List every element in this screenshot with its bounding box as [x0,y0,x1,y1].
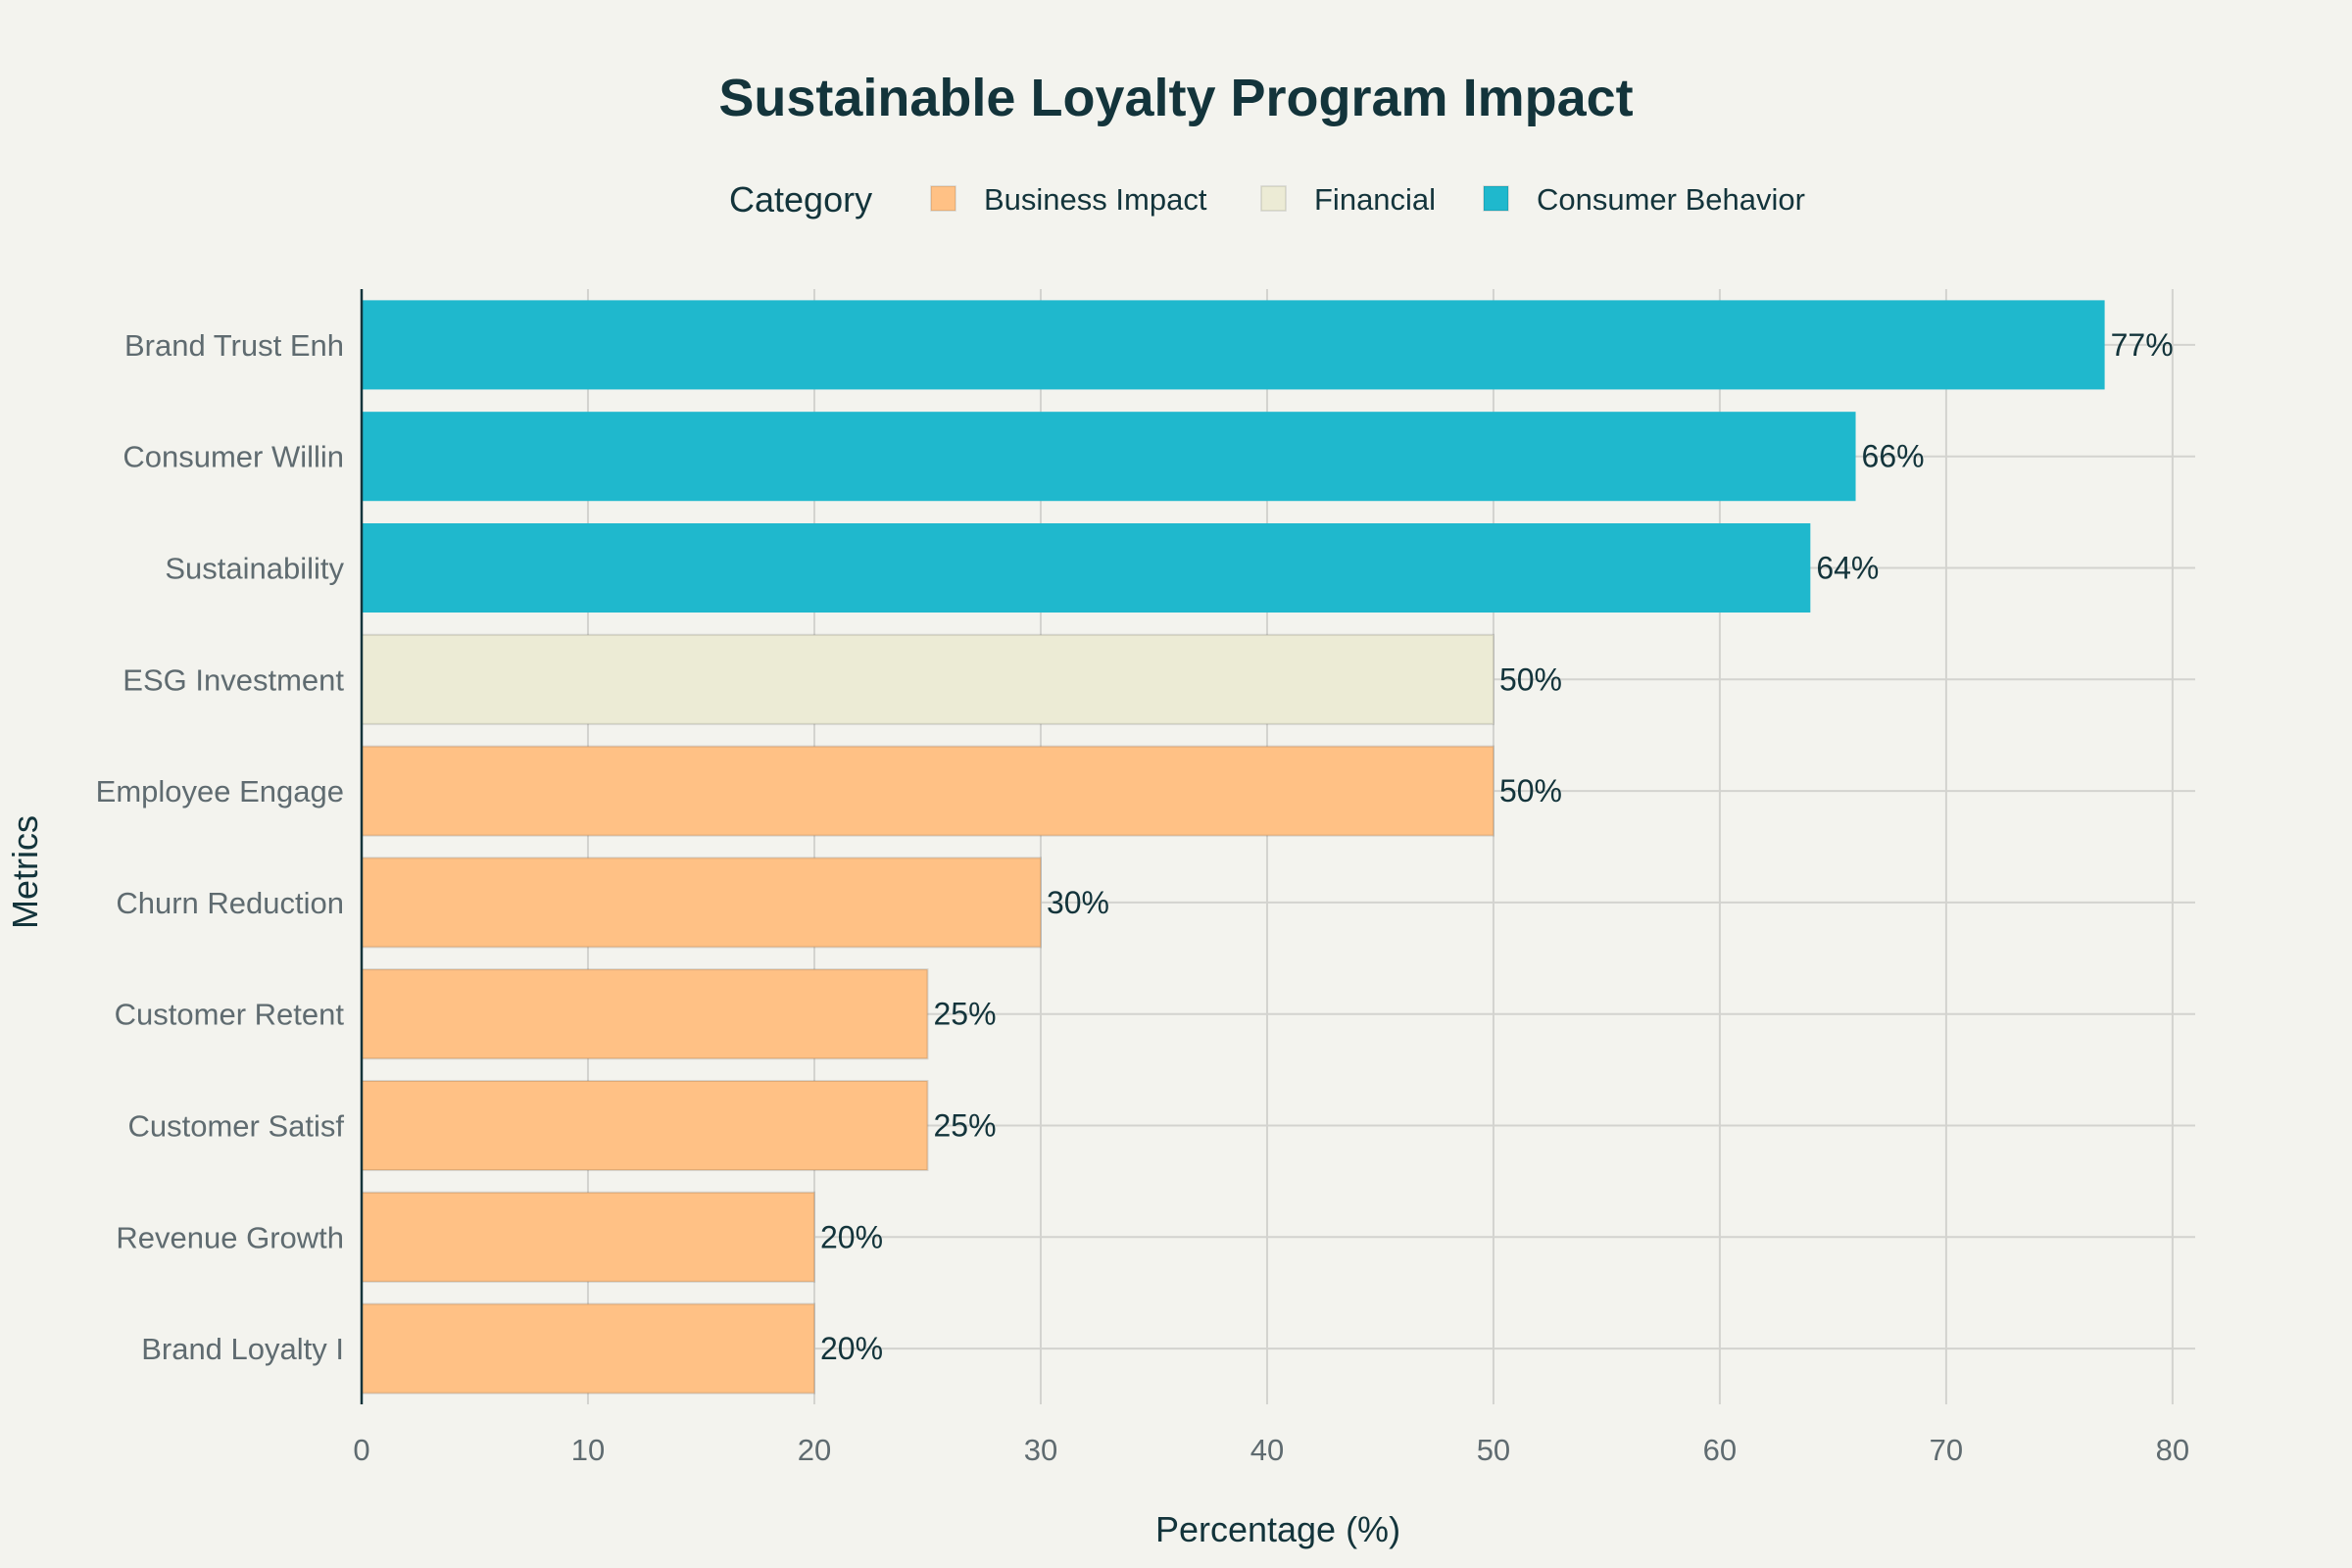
x-tick-label: 0 [353,1433,369,1467]
y-axis-tick-labels: Brand Trust Enh Consumer Willin Sustainabi… [96,328,345,1366]
legend: Category Business Impact Financial Consume… [729,179,1805,220]
bar-sustainability [362,522,1811,613]
legend-swatch [1260,185,1287,212]
data-label: 50% [1499,662,1562,697]
legend-swatch [1483,185,1509,212]
data-label: 20% [820,1331,883,1366]
bar-customer-retent [361,968,929,1060]
legend-swatch [930,185,956,212]
y-tick-label: Brand Loyalty I [141,1332,344,1366]
bar-revenue-growth [361,1191,815,1283]
bar-consumer-willin [362,412,1856,502]
data-label: 77% [2111,327,2174,363]
x-axis-title: Percentage (%) [1155,1509,1400,1549]
chart-title: Sustainable Loyalty Program Impact [718,69,1633,127]
data-label: 50% [1499,773,1562,808]
x-axis-tick-labels: 0 10 20 30 40 50 60 70 80 [353,1433,2189,1467]
y-tick-label: Brand Trust Enh [124,328,344,363]
x-tick-label: 10 [571,1433,605,1467]
bar-brand-loyalty-i [361,1302,815,1395]
bar-employee-engage [361,745,1494,837]
y-tick-label: Customer Satisf [127,1109,344,1144]
y-tick-label: ESG Investment [122,662,344,697]
y-tick-label: Revenue Growth [116,1220,344,1254]
x-tick-label: 70 [1930,1433,1963,1467]
bar-esg-investment [361,633,1494,725]
x-tick-label: 30 [1024,1433,1057,1467]
data-label: 20% [820,1219,883,1254]
legend-label: Business Impact [984,182,1207,217]
bars [361,300,2105,1395]
bar-churn-reduction [361,857,1042,949]
y-tick-label: Churn Reduction [116,886,344,920]
y-tick-label: Sustainability [165,552,344,586]
data-label: 66% [1862,439,1925,474]
y-tick-label: Customer Retent [115,998,345,1032]
x-tick-label: 50 [1477,1433,1510,1467]
bar-brand-trust-enh [362,300,2105,390]
data-label: 64% [1816,551,1879,586]
legend-title: Category [729,179,872,220]
legend-label: Consumer Behavior [1537,182,1805,217]
y-tick-label: Consumer Willin [122,440,344,474]
y-tick-label: Employee Engage [96,774,344,808]
data-label: 25% [933,1108,996,1144]
legend-label: Financial [1314,182,1436,217]
x-tick-label: 80 [2156,1433,2189,1467]
x-tick-label: 20 [798,1433,831,1467]
data-label: 25% [933,997,996,1032]
y-axis-title: Metrics [5,815,45,929]
bar-customer-satisf [361,1079,929,1172]
x-tick-label: 60 [1703,1433,1737,1467]
data-labels: 77% 66% 64% 50% 50% 30% 25% 25% 20% 20% [820,327,2174,1366]
data-label: 30% [1047,885,1109,920]
x-tick-label: 40 [1250,1433,1284,1467]
